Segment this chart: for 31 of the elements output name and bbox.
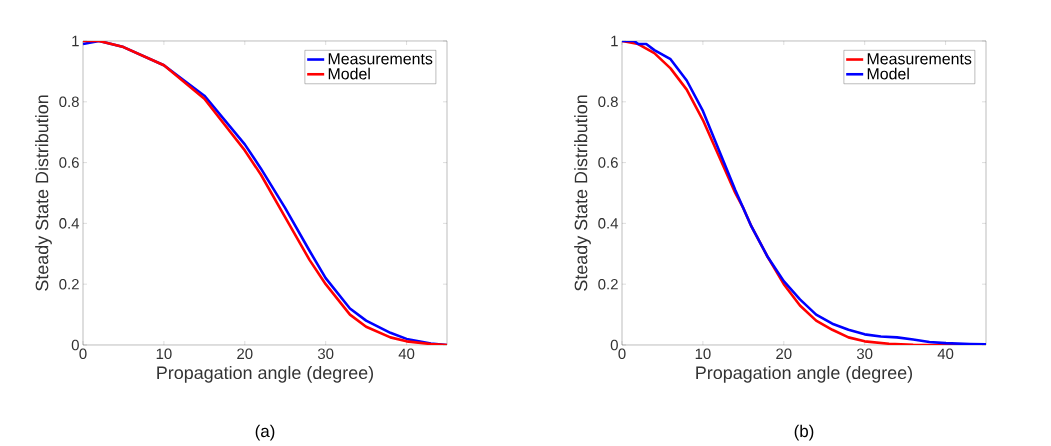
y-tick-label: 0	[71, 339, 79, 351]
y-tick-label: 0.6	[598, 157, 618, 168]
text: (b)	[794, 424, 814, 441]
y-tick-label: 0.8	[59, 96, 79, 108]
y-tick-label: 0.2	[598, 278, 618, 290]
legend-label: Model	[328, 67, 370, 80]
y-tick-label: 0.8	[598, 96, 618, 108]
x-tick-label: 10	[695, 348, 711, 360]
x-tick-label: 20	[776, 348, 792, 360]
legend-label: Measurements	[867, 53, 972, 65]
x-tick-label: 10	[156, 348, 172, 360]
y-tick-label: 1	[72, 35, 79, 47]
legend-label: Measurements	[328, 53, 433, 65]
y-axis-title: Steady State Distribution	[574, 95, 591, 291]
y-tick-label: 0.2	[59, 278, 79, 290]
y-tick-label: 0.4	[59, 218, 80, 229]
y-axis-title: Steady State Distribution	[35, 95, 52, 291]
text: (a)	[255, 424, 275, 441]
x-axis-title: Propagation angle (degree)	[157, 365, 373, 383]
y-tick-label: 1	[611, 35, 618, 47]
x-tick-label: 40	[937, 348, 954, 360]
y-tick-label: 0.6	[59, 157, 79, 168]
x-tick-label: 20	[237, 348, 253, 360]
x-tick-label: 40	[398, 348, 415, 360]
x-tick-label: 30	[317, 348, 334, 360]
legend-label: Model	[867, 67, 909, 80]
line-series	[622, 40, 987, 345]
y-tick-label: 0.4	[598, 218, 619, 229]
x-tick-label: 30	[856, 348, 873, 360]
x-axis-title: Propagation angle (degree)	[696, 365, 912, 383]
y-tick-label: 0	[610, 339, 618, 351]
